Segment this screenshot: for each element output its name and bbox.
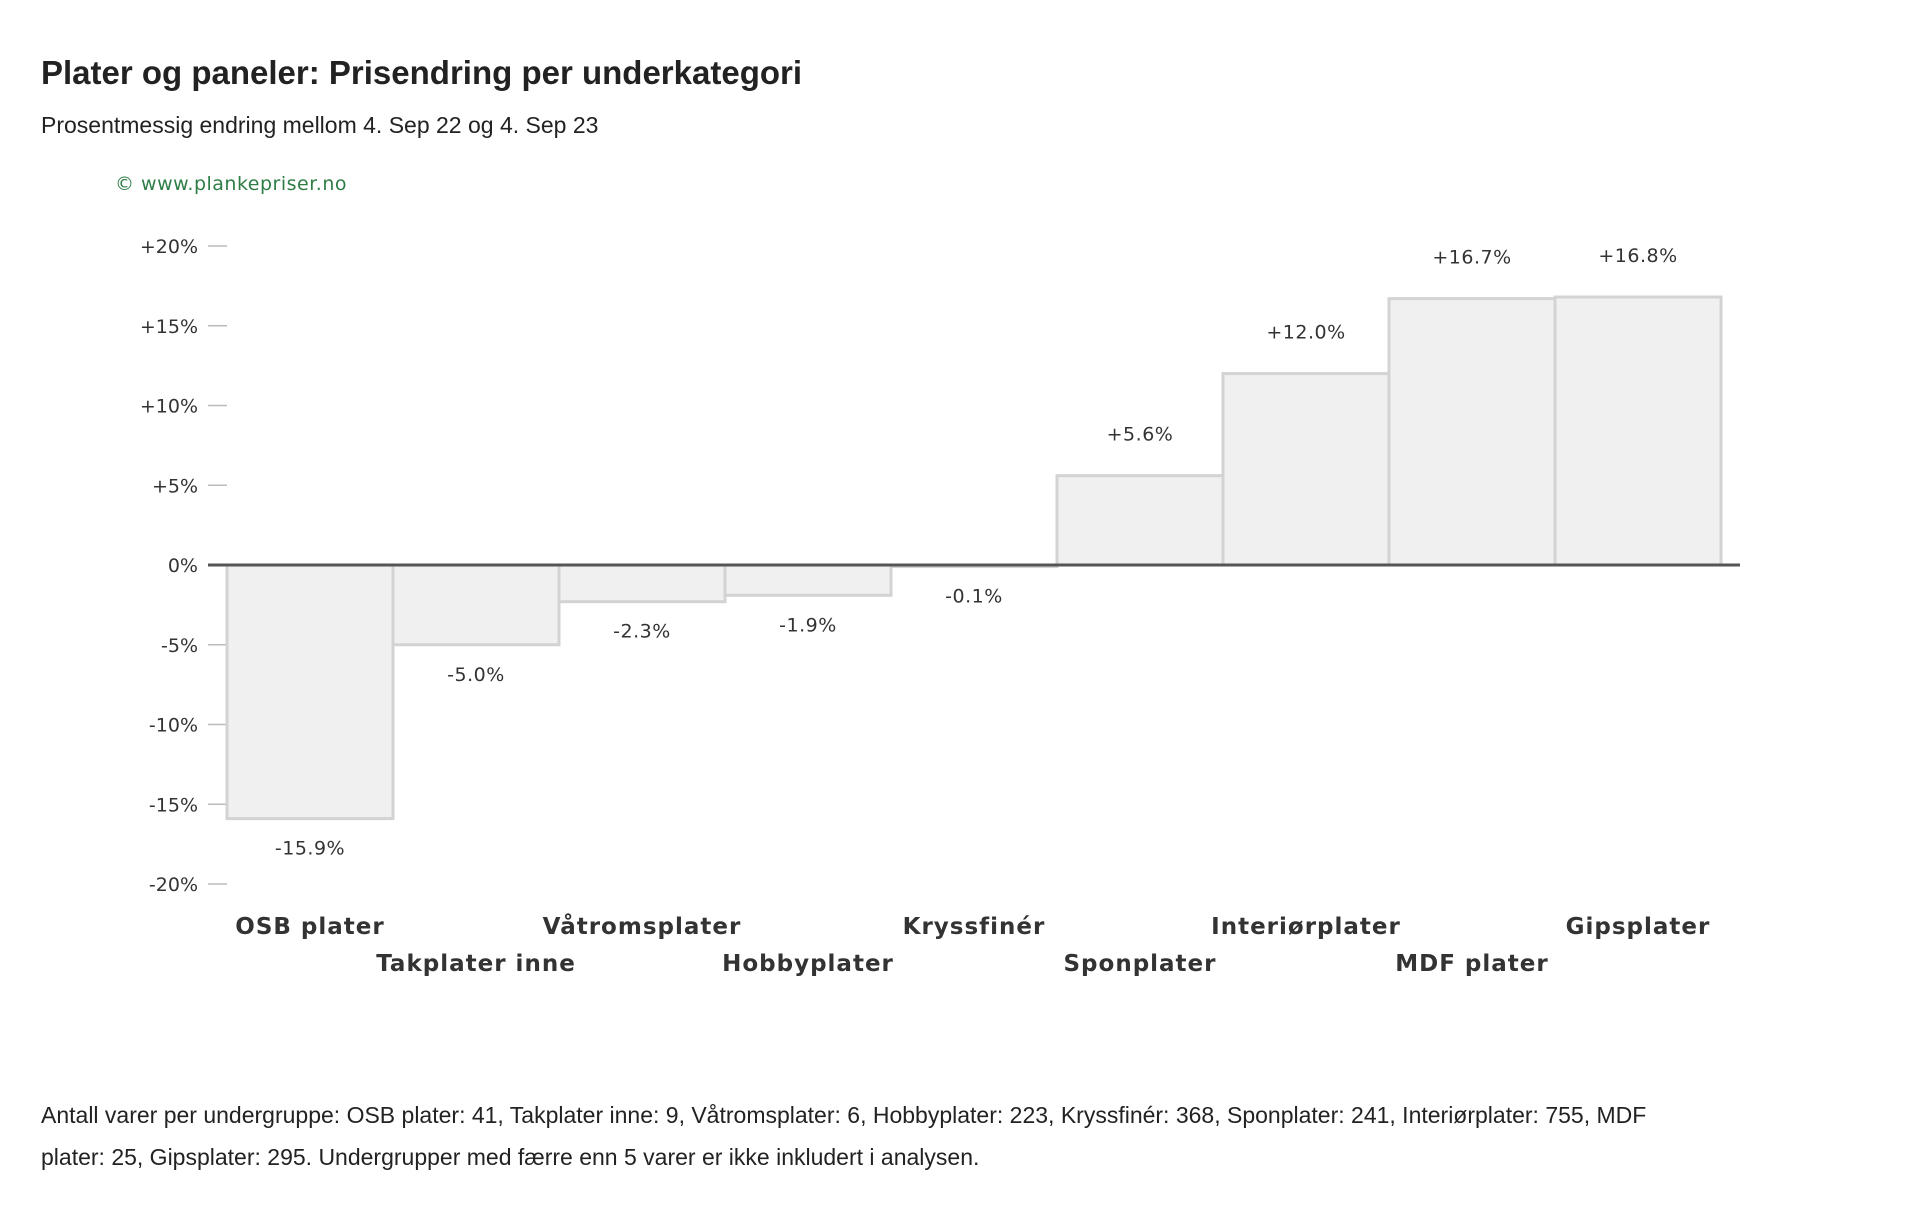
value-label: -5.0%: [447, 664, 505, 686]
category-label: MDF plater: [1395, 951, 1549, 977]
chart-subtitle: Prosentmessig endring mellom 4. Sep 22 o…: [41, 112, 599, 138]
value-label: -2.3%: [613, 621, 671, 643]
bar[interactable]: [225, 563, 395, 821]
value-labels-group: -15.9% -5.0% -2.3% -1.9% -0.1% +5.6% +12.0% +16…: [275, 245, 1677, 860]
y-tick-label: +10%: [140, 396, 198, 418]
bar[interactable]: [1055, 474, 1225, 567]
y-tick-label: -20%: [149, 874, 198, 896]
y-tick-label: 0%: [168, 555, 198, 577]
y-tick-label: +20%: [140, 236, 198, 258]
category-label: Takplater inne: [376, 951, 576, 977]
category-label: Sponplater: [1063, 951, 1216, 977]
bar[interactable]: [391, 563, 561, 647]
chart-title: Plater og paneler: Prisendring per under…: [41, 54, 803, 91]
value-label: +12.0%: [1266, 322, 1345, 344]
value-label: +16.7%: [1432, 247, 1511, 269]
bar[interactable]: [723, 563, 893, 597]
value-label: +16.8%: [1598, 245, 1677, 267]
x-axis-labels: OSB plater Takplater inne Våtromsplater Hob…: [235, 913, 1711, 977]
category-label: OSB plater: [235, 914, 384, 940]
bars-group: [225, 295, 1723, 821]
bar[interactable]: [1387, 297, 1557, 567]
y-axis: +20% +15% +10% +5% 0% -5% -10% -15% -20%: [140, 236, 227, 896]
value-label: +5.6%: [1107, 424, 1174, 446]
y-tick-label: +5%: [152, 475, 198, 497]
y-tick-label: +15%: [140, 316, 198, 338]
category-label: Våtromsplater: [543, 913, 742, 940]
value-label: -15.9%: [275, 838, 345, 860]
y-tick-label: -15%: [149, 794, 198, 816]
value-label: -1.9%: [779, 614, 837, 636]
footnote: Antall varer per undergruppe: OSB plater…: [41, 1102, 1647, 1170]
bar[interactable]: [1221, 372, 1391, 567]
category-label: Interiørplater: [1211, 914, 1401, 940]
y-tick-label: -10%: [149, 715, 198, 737]
category-label: Hobbyplater: [722, 951, 894, 977]
category-label: Kryssfinér: [903, 914, 1046, 940]
value-label: -0.1%: [945, 586, 1003, 608]
y-tick-label: -5%: [161, 635, 198, 657]
credit-text: © www.plankepriser.no: [115, 173, 347, 195]
bar[interactable]: [557, 563, 727, 604]
bar[interactable]: [1553, 295, 1723, 567]
category-label: Gipsplater: [1566, 914, 1711, 940]
